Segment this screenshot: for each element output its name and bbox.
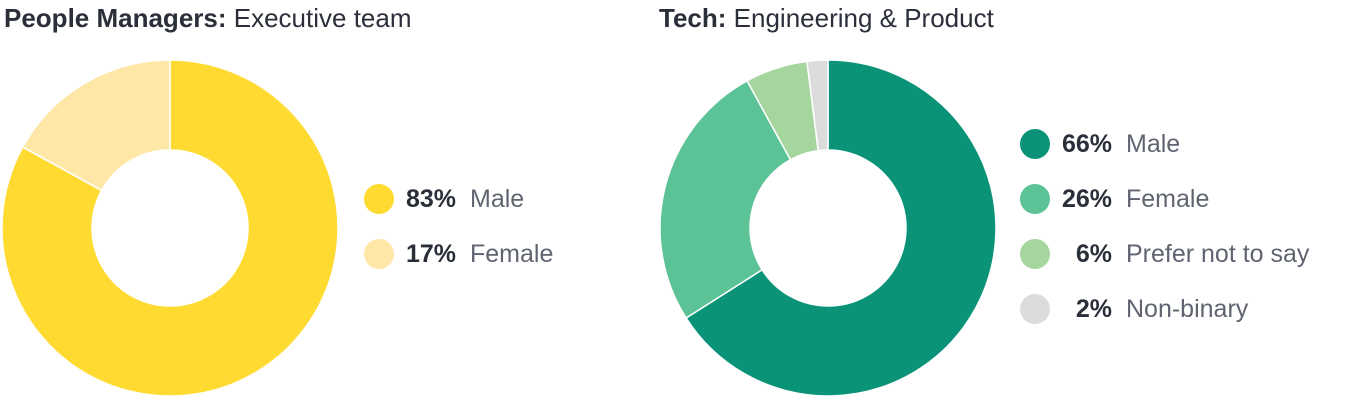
donut-slice-non-binary xyxy=(806,59,829,152)
legend-item: 17% Female xyxy=(364,237,553,271)
legend-label: Non-binary xyxy=(1126,294,1249,323)
chart-title-rest: Executive team xyxy=(233,3,412,33)
chart-title: People Managers: Executive team xyxy=(4,2,412,34)
legend-item: 66% Male xyxy=(1020,127,1180,161)
executive-team-chart: People Managers: Executive team 83% Male 1… xyxy=(0,0,620,417)
donut-slice-female xyxy=(21,59,171,192)
chart-title-rest: Engineering & Product xyxy=(733,3,994,33)
legend-swatch xyxy=(1020,184,1050,214)
legend-value: 83% xyxy=(405,184,456,213)
legend-label: Male xyxy=(470,184,525,213)
donut-chart xyxy=(659,59,997,397)
legend-label: Male xyxy=(1126,129,1181,158)
chart-title-strong: People Managers: xyxy=(4,3,227,33)
legend-value: 17% xyxy=(405,239,456,268)
legend-swatch xyxy=(364,239,394,269)
legend-swatch xyxy=(364,184,394,214)
chart-title-strong: Tech: xyxy=(659,3,727,33)
donut-chart xyxy=(1,59,339,397)
legend-item: 26% Female xyxy=(1020,182,1209,216)
legend-item: 83% Male xyxy=(364,182,524,216)
engineering-product-chart: Tech: Engineering & Product 66% Male 26% Fe… xyxy=(656,0,1346,417)
chart-title: Tech: Engineering & Product xyxy=(659,2,994,34)
donut-slice-female xyxy=(659,79,792,320)
legend-swatch xyxy=(1020,129,1050,159)
legend-item: 6% Prefer not to say xyxy=(1020,237,1309,271)
legend-value: 66% xyxy=(1061,129,1112,158)
donut-slice-male xyxy=(685,59,997,397)
legend-item: 2% Non-binary xyxy=(1020,292,1248,326)
legend-label: Female xyxy=(470,239,554,268)
legend-label: Female xyxy=(1126,184,1210,213)
donut-slice-male xyxy=(1,59,339,397)
legend-value: 6% xyxy=(1075,239,1112,268)
legend-swatch xyxy=(1020,239,1050,269)
legend-swatch xyxy=(1020,294,1050,324)
legend-value: 2% xyxy=(1075,294,1112,323)
legend-label: Prefer not to say xyxy=(1126,239,1310,268)
legend-value: 26% xyxy=(1061,184,1112,213)
